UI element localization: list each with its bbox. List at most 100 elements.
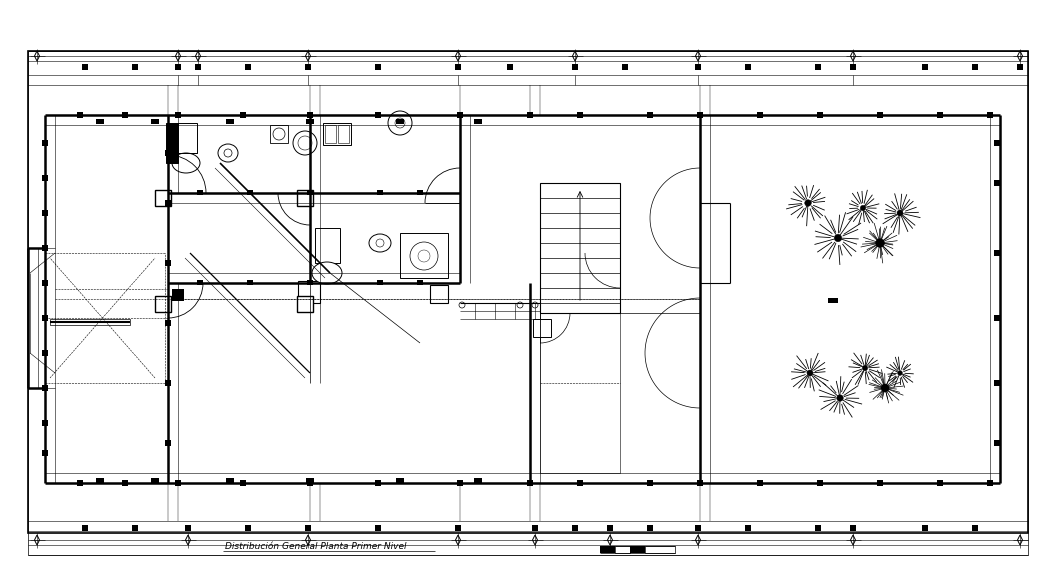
Bar bbox=[247, 190, 253, 195]
Bar bbox=[417, 190, 423, 195]
Bar bbox=[42, 210, 47, 216]
Bar bbox=[994, 380, 1000, 386]
Ellipse shape bbox=[369, 234, 391, 252]
Bar bbox=[315, 228, 340, 263]
Bar bbox=[82, 525, 88, 531]
Bar bbox=[922, 525, 928, 531]
Bar bbox=[457, 480, 463, 486]
Bar bbox=[630, 546, 645, 553]
Circle shape bbox=[224, 149, 232, 157]
Bar bbox=[607, 525, 613, 531]
Bar bbox=[82, 64, 88, 70]
Polygon shape bbox=[195, 51, 200, 61]
Bar bbox=[226, 478, 234, 483]
Bar bbox=[175, 64, 181, 70]
Bar bbox=[647, 525, 653, 531]
Polygon shape bbox=[35, 51, 39, 61]
Bar bbox=[375, 112, 381, 118]
Bar bbox=[647, 480, 653, 486]
Bar bbox=[42, 245, 47, 251]
Bar bbox=[42, 280, 47, 286]
Circle shape bbox=[862, 366, 867, 371]
Circle shape bbox=[807, 370, 813, 376]
Bar bbox=[396, 119, 404, 124]
Bar bbox=[922, 64, 928, 70]
Bar bbox=[195, 64, 202, 70]
Bar bbox=[400, 233, 448, 278]
Bar bbox=[816, 525, 821, 531]
Polygon shape bbox=[573, 51, 577, 61]
Bar bbox=[600, 546, 615, 553]
Bar bbox=[828, 298, 838, 303]
Polygon shape bbox=[608, 535, 613, 545]
Bar bbox=[695, 64, 701, 70]
Circle shape bbox=[898, 371, 902, 375]
Bar bbox=[306, 478, 314, 483]
Bar bbox=[185, 525, 191, 531]
Bar bbox=[77, 480, 83, 486]
Bar bbox=[298, 296, 313, 312]
Bar bbox=[850, 64, 856, 70]
Polygon shape bbox=[695, 535, 701, 545]
Bar bbox=[338, 125, 349, 143]
Bar bbox=[377, 280, 383, 285]
Bar bbox=[540, 313, 620, 473]
Polygon shape bbox=[306, 51, 310, 61]
Bar bbox=[42, 450, 47, 456]
Bar bbox=[245, 525, 251, 531]
Bar bbox=[325, 125, 335, 143]
Bar bbox=[877, 112, 883, 118]
Polygon shape bbox=[175, 51, 180, 61]
Circle shape bbox=[837, 395, 843, 401]
Bar bbox=[298, 281, 320, 303]
Bar bbox=[96, 478, 104, 483]
Bar bbox=[165, 440, 171, 446]
Bar bbox=[375, 480, 381, 486]
Bar bbox=[757, 480, 763, 486]
Bar bbox=[695, 525, 701, 531]
Bar bbox=[42, 350, 47, 356]
Bar bbox=[622, 64, 628, 70]
Bar bbox=[298, 190, 313, 206]
Bar bbox=[305, 525, 311, 531]
Bar bbox=[994, 250, 1000, 256]
Bar bbox=[151, 478, 159, 483]
Bar bbox=[375, 64, 381, 70]
Bar bbox=[175, 112, 181, 118]
Bar bbox=[850, 525, 856, 531]
Bar bbox=[987, 112, 993, 118]
Bar bbox=[745, 525, 751, 531]
Bar bbox=[165, 380, 171, 386]
Bar bbox=[817, 480, 823, 486]
Polygon shape bbox=[1017, 51, 1022, 61]
Bar bbox=[42, 175, 47, 181]
Bar bbox=[197, 190, 203, 195]
Bar bbox=[937, 112, 943, 118]
Circle shape bbox=[805, 200, 811, 206]
Bar bbox=[540, 183, 620, 313]
Bar bbox=[306, 119, 314, 124]
Bar bbox=[615, 546, 630, 553]
Text: Distribución General Planta Primer Nivel: Distribución General Planta Primer Nivel bbox=[225, 542, 406, 551]
Polygon shape bbox=[695, 51, 701, 61]
Bar bbox=[396, 478, 404, 483]
Bar bbox=[175, 480, 181, 486]
Bar bbox=[375, 525, 381, 531]
Bar bbox=[323, 123, 351, 145]
Bar bbox=[42, 385, 47, 391]
Bar bbox=[745, 64, 751, 70]
Bar bbox=[155, 296, 171, 312]
Bar bbox=[817, 112, 823, 118]
Bar bbox=[197, 280, 203, 285]
Bar bbox=[226, 119, 234, 124]
Polygon shape bbox=[35, 535, 39, 545]
Bar bbox=[166, 123, 178, 163]
Bar bbox=[307, 112, 313, 118]
Bar bbox=[165, 260, 171, 266]
Bar bbox=[132, 525, 138, 531]
Bar bbox=[697, 480, 703, 486]
Bar bbox=[532, 525, 538, 531]
Bar bbox=[28, 51, 1028, 555]
Bar bbox=[757, 112, 763, 118]
Bar bbox=[270, 125, 288, 143]
